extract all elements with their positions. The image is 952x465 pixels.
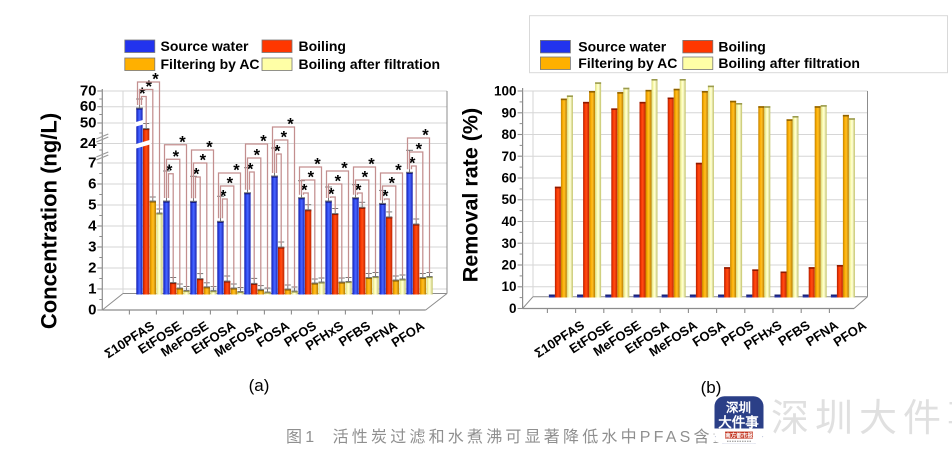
svg-text:*: * <box>382 188 389 206</box>
svg-text:*: * <box>308 169 315 187</box>
svg-text:南方都市报: 南方都市报 <box>725 431 753 439</box>
svg-text:*: * <box>274 143 281 161</box>
svg-text:*: * <box>395 162 402 180</box>
svg-text:70: 70 <box>501 149 516 164</box>
svg-text:Filtering by AC: Filtering by AC <box>578 55 677 71</box>
svg-text:3: 3 <box>88 239 96 256</box>
svg-text:(b): (b) <box>701 378 722 397</box>
svg-text:*: * <box>328 186 335 204</box>
svg-text:4: 4 <box>88 218 97 235</box>
svg-text:深圳: 深圳 <box>726 400 751 415</box>
svg-text:6: 6 <box>88 176 96 193</box>
svg-text:*: * <box>233 162 240 180</box>
svg-text:*: * <box>368 156 375 174</box>
svg-text:*: * <box>314 156 321 174</box>
svg-text:*: * <box>146 78 153 96</box>
svg-text:Source water: Source water <box>161 38 249 54</box>
svg-text:*: * <box>355 182 362 200</box>
svg-text:Removal rate (%): Removal rate (%) <box>459 108 483 282</box>
svg-text:*: * <box>179 133 186 151</box>
svg-text:(a): (a) <box>249 376 270 395</box>
svg-text:Concentration (ng/L): Concentration (ng/L) <box>37 113 62 329</box>
svg-text:*: * <box>281 129 288 147</box>
svg-text:80: 80 <box>501 127 516 142</box>
svg-text:60: 60 <box>501 171 516 186</box>
svg-text:30: 30 <box>501 236 516 251</box>
svg-text:2: 2 <box>88 260 96 277</box>
svg-text:Filtering by AC: Filtering by AC <box>161 56 260 72</box>
svg-text:90: 90 <box>501 105 516 120</box>
svg-text:*: * <box>220 188 227 206</box>
svg-text:*: * <box>416 141 423 159</box>
svg-text:大件事: 大件事 <box>718 414 759 430</box>
svg-text:40: 40 <box>501 214 516 229</box>
svg-text:*: * <box>139 85 146 103</box>
svg-text:7: 7 <box>88 155 96 172</box>
svg-text:0: 0 <box>509 301 517 316</box>
svg-text:*: * <box>362 169 369 187</box>
svg-text:60: 60 <box>80 98 97 115</box>
svg-text:*: * <box>173 148 180 166</box>
svg-text:100: 100 <box>494 84 517 99</box>
svg-text:*: * <box>206 139 213 157</box>
svg-text:*: * <box>166 162 173 180</box>
svg-text:*: * <box>422 127 429 145</box>
svg-text:Boiling after filtration: Boiling after filtration <box>299 56 441 72</box>
svg-text:70: 70 <box>80 83 97 100</box>
svg-text:*: * <box>301 182 308 200</box>
svg-text:Boiling: Boiling <box>299 38 346 54</box>
svg-text:图1 活性炭过滤和水煮沸可显著降低水中PFAS含量: 图1 活性炭过滤和水煮沸可显著降低水中PFAS含量 <box>286 428 732 446</box>
svg-text:Boiling: Boiling <box>718 38 765 54</box>
svg-text:24: 24 <box>80 135 97 152</box>
svg-text:1: 1 <box>88 281 96 298</box>
svg-text:*: * <box>200 152 207 170</box>
svg-text:50: 50 <box>501 192 516 207</box>
svg-text:*: * <box>193 166 200 184</box>
svg-text:Boiling after filtration: Boiling after filtration <box>718 55 860 71</box>
svg-text:20: 20 <box>501 258 516 273</box>
svg-text:*: * <box>341 160 348 178</box>
svg-text:*: * <box>152 71 159 89</box>
svg-text:*: * <box>254 147 261 165</box>
svg-text:*: * <box>227 175 234 193</box>
svg-text:Source water: Source water <box>578 38 666 54</box>
svg-text:*: * <box>409 155 416 173</box>
svg-text:*: * <box>260 133 267 151</box>
svg-text:*: * <box>335 173 342 191</box>
svg-text:10: 10 <box>501 279 516 294</box>
svg-text:5: 5 <box>88 197 96 214</box>
svg-text:*: * <box>389 175 396 193</box>
svg-text:*: * <box>287 116 294 134</box>
svg-text:50: 50 <box>80 115 97 132</box>
svg-text:0: 0 <box>88 302 96 319</box>
svg-text:*: * <box>247 161 254 179</box>
